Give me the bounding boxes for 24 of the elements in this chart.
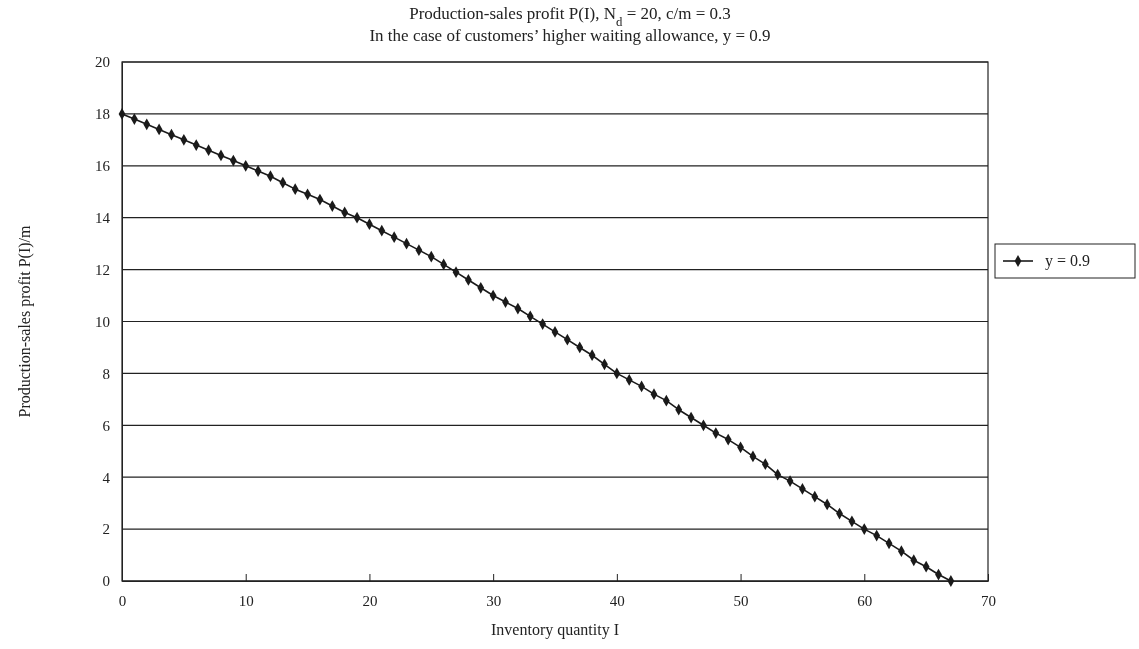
x-tick-label: 20 xyxy=(362,592,378,609)
y-tick-label: 10 xyxy=(95,313,110,330)
legend-label: y = 0.9 xyxy=(1045,252,1091,270)
y-tick-label: 18 xyxy=(95,106,110,123)
x-axis-title: Inventory quantity I xyxy=(491,621,619,639)
y-tick-label: 4 xyxy=(102,469,111,486)
y-axis-title: Production-sales profit P(I)/m xyxy=(16,224,34,418)
chart-title: Production-sales profit P(I), N$_{d}$ = 20, c/m = 0.3 xyxy=(409,4,731,29)
y-tick-label: 6 xyxy=(102,417,111,434)
x-tick-label: 30 xyxy=(486,592,502,609)
y-tick-label: 2 xyxy=(102,521,110,538)
x-tick-label: 0 xyxy=(118,592,127,609)
y-tick-label: 8 xyxy=(102,365,110,382)
y-tick-label: 0 xyxy=(102,573,110,590)
x-tick-label: 70 xyxy=(981,592,996,609)
y-tick-label: 20 xyxy=(95,54,110,71)
x-tick-label: 10 xyxy=(238,592,254,609)
x-tick-label: 40 xyxy=(609,592,625,609)
y-tick-label: 16 xyxy=(95,158,111,175)
y-tick-label: 12 xyxy=(95,261,110,278)
x-tick-label: 50 xyxy=(733,592,749,609)
x-tick-label: 60 xyxy=(857,592,873,609)
chart-subtitle: In the case of customers’ higher waiting allowance, y = 0.9 xyxy=(369,26,771,45)
y-tick-label: 14 xyxy=(95,210,111,226)
